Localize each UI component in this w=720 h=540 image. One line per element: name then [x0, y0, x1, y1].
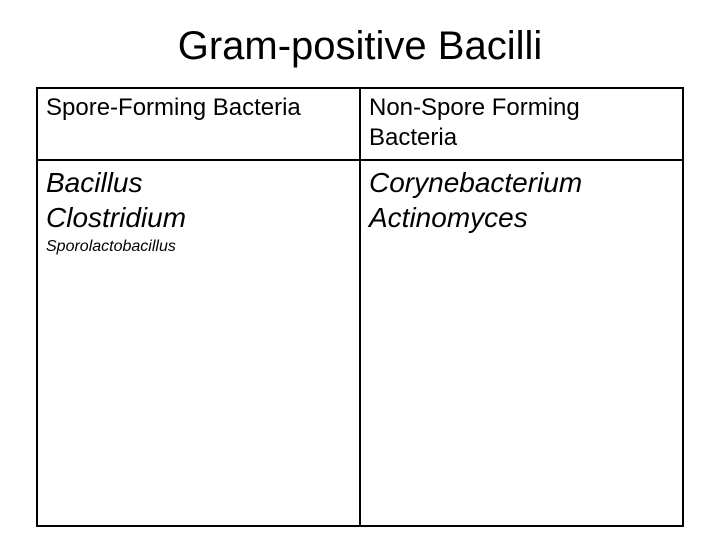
table-header-row: Spore-Forming Bacteria Non-Spore Forming…	[37, 88, 683, 160]
cell-spore-forming: Bacillus Clostridium Sporolactobacillus	[37, 160, 360, 526]
classification-table: Spore-Forming Bacteria Non-Spore Forming…	[36, 87, 684, 527]
genus-item-small: Sporolactobacillus	[46, 237, 351, 258]
genus-item: Bacillus	[46, 165, 351, 200]
page-title: Gram-positive Bacilli	[0, 0, 720, 87]
table-body-row: Bacillus Clostridium Sporolactobacillus …	[37, 160, 683, 526]
cell-non-spore-forming: Corynebacterium Actinomyces	[360, 160, 683, 526]
table-container: Spore-Forming Bacteria Non-Spore Forming…	[36, 87, 684, 527]
genus-item: Clostridium	[46, 200, 351, 235]
col-header-left: Spore-Forming Bacteria	[37, 88, 360, 160]
slide: Gram-positive Bacilli Spore-Forming Bact…	[0, 0, 720, 540]
col-header-right: Non-Spore Forming Bacteria	[360, 88, 683, 160]
genus-item: Actinomyces	[369, 200, 674, 235]
genus-item: Corynebacterium	[369, 165, 674, 200]
